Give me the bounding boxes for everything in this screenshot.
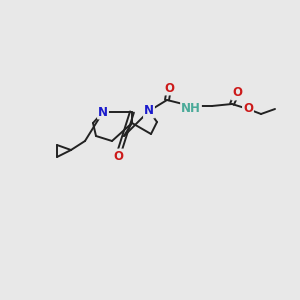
Text: N: N [144,104,154,118]
Text: NH: NH [181,101,201,115]
Text: O: O [232,86,242,100]
Text: O: O [113,149,123,163]
Text: N: N [98,106,108,118]
Text: O: O [164,82,174,94]
Text: O: O [243,103,253,116]
